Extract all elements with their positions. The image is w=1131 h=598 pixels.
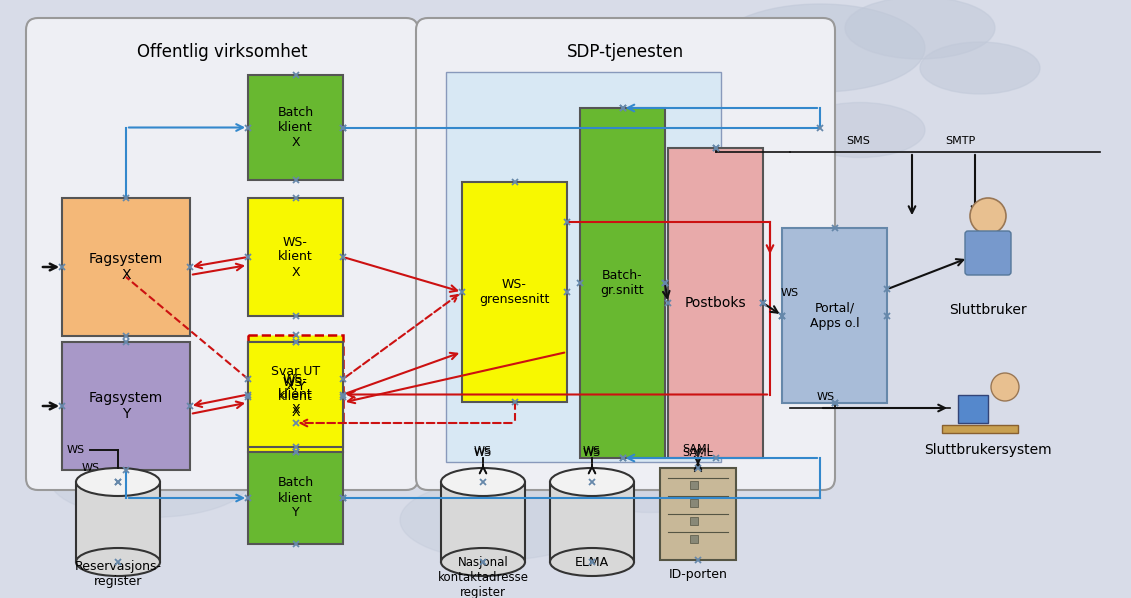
Bar <box>958 395 988 423</box>
Circle shape <box>970 198 1005 234</box>
Text: WS: WS <box>474 448 492 458</box>
Text: Sluttbrukersystem: Sluttbrukersystem <box>924 443 1052 457</box>
FancyBboxPatch shape <box>661 468 736 560</box>
Text: WS: WS <box>582 448 601 458</box>
Text: WS-
grensesnitt: WS- grensesnitt <box>480 278 550 306</box>
Ellipse shape <box>550 468 634 496</box>
FancyBboxPatch shape <box>248 198 343 316</box>
Text: SMS: SMS <box>846 136 870 146</box>
Ellipse shape <box>250 39 349 81</box>
Bar <box>550 482 634 562</box>
Ellipse shape <box>550 548 634 576</box>
Ellipse shape <box>335 61 425 99</box>
Text: Batch
klient
X: Batch klient X <box>277 106 313 149</box>
FancyBboxPatch shape <box>248 342 343 447</box>
FancyBboxPatch shape <box>668 148 763 458</box>
Text: WS: WS <box>582 446 601 456</box>
FancyBboxPatch shape <box>248 75 343 180</box>
FancyBboxPatch shape <box>782 228 887 403</box>
Ellipse shape <box>76 468 159 496</box>
Ellipse shape <box>845 0 995 59</box>
Ellipse shape <box>441 548 525 576</box>
Text: WS: WS <box>817 392 835 402</box>
Text: ID-porten: ID-porten <box>668 568 727 581</box>
Bar <box>76 482 159 562</box>
Ellipse shape <box>50 443 250 517</box>
Text: WS: WS <box>782 288 800 298</box>
Text: WS-
klient
X: WS- klient X <box>278 373 313 416</box>
Ellipse shape <box>275 402 425 457</box>
Ellipse shape <box>76 548 159 576</box>
Text: WS-
klient
X: WS- klient X <box>278 236 313 279</box>
FancyBboxPatch shape <box>446 72 720 462</box>
Text: Fagsystem
Y: Fagsystem Y <box>89 391 163 421</box>
Text: Sluttbruker: Sluttbruker <box>949 303 1027 317</box>
Bar <box>441 482 525 562</box>
FancyBboxPatch shape <box>965 231 1011 275</box>
Text: SAML: SAML <box>683 448 714 458</box>
Ellipse shape <box>441 468 525 496</box>
FancyBboxPatch shape <box>248 342 343 452</box>
Text: Reservasjons-
register: Reservasjons- register <box>75 560 162 588</box>
Ellipse shape <box>400 480 601 560</box>
Text: WS: WS <box>474 446 492 456</box>
Text: SMTP: SMTP <box>944 136 975 146</box>
Text: SDP-tjenesten: SDP-tjenesten <box>567 43 683 61</box>
Text: Fagsystem
X: Fagsystem X <box>89 252 163 282</box>
Text: Nasjonal
kontaktadresse
register: Nasjonal kontaktadresse register <box>438 556 528 598</box>
Bar <box>690 499 698 507</box>
Text: Batch-
gr.snitt: Batch- gr.snitt <box>601 269 645 297</box>
Text: Offentlig virksomhet: Offentlig virksomhet <box>137 43 308 61</box>
Circle shape <box>991 373 1019 401</box>
FancyBboxPatch shape <box>62 342 190 470</box>
FancyBboxPatch shape <box>26 18 418 490</box>
Ellipse shape <box>570 447 729 512</box>
Text: Portal/
Apps o.l: Portal/ Apps o.l <box>810 301 860 329</box>
Text: ELMA: ELMA <box>575 556 610 569</box>
Ellipse shape <box>795 102 925 157</box>
Ellipse shape <box>920 42 1041 94</box>
Bar <box>690 481 698 489</box>
Text: SAML: SAML <box>683 444 714 454</box>
Bar <box>690 517 698 525</box>
FancyBboxPatch shape <box>62 198 190 336</box>
FancyBboxPatch shape <box>580 108 665 458</box>
Ellipse shape <box>715 4 925 92</box>
Bar <box>942 425 1018 433</box>
Text: Batch
klient
Y: Batch klient Y <box>277 477 313 520</box>
Text: WS: WS <box>67 445 85 455</box>
FancyBboxPatch shape <box>461 182 567 402</box>
Text: WS: WS <box>81 463 100 473</box>
Text: Svar UT
X,Y: Svar UT X,Y <box>271 365 320 393</box>
Text: WS-
klient
X: WS- klient X <box>278 376 313 419</box>
Bar <box>690 535 698 543</box>
Text: Postboks: Postboks <box>684 296 746 310</box>
FancyBboxPatch shape <box>248 335 343 423</box>
FancyBboxPatch shape <box>416 18 835 490</box>
FancyBboxPatch shape <box>248 452 343 544</box>
Ellipse shape <box>680 91 820 149</box>
